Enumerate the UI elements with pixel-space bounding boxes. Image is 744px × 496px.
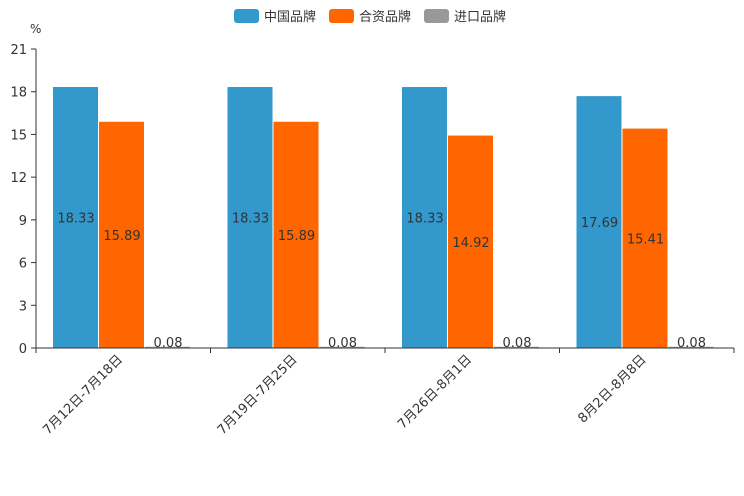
y-tick-label: 0 [19,342,27,357]
y-tick-label: 15 [10,128,27,143]
bar-value-label: 0.08 [677,336,706,351]
x-category-label: 7月12日-7月18日 [40,352,126,438]
legend-swatch [234,9,259,23]
bar [145,346,190,348]
bar-value-label: 15.89 [278,229,315,244]
bar [576,96,622,348]
x-category-label: 8月2日-8月8日 [575,352,649,426]
bar [402,87,447,348]
y-tick-label: 18 [10,86,27,101]
bar [668,346,714,348]
x-axis: 7月12日-7月18日 7月19日-7月25日 7月26日-8月1日 8月2日-8月8… [35,347,735,438]
bar-value-label: 18.33 [57,212,94,227]
legend-swatch [329,9,354,23]
y-tick-label: 9 [19,214,27,229]
bar-value-label: 15.41 [627,232,664,247]
bar-value-label: 17.69 [581,216,618,231]
y-tick-label: 21 [10,43,27,58]
legend: 中国品牌 合资品牌 进口品牌 [234,9,506,25]
x-category-label: 7月19日-7月25日 [215,352,301,438]
bars: 18.33 18.33 18.33 17.69 15.89 15.89 14.92 15.41… [53,87,714,351]
bar [319,346,365,348]
bar [227,87,273,348]
bar [273,121,319,348]
bar-value-label: 0.08 [154,336,183,351]
bar [494,346,539,348]
bar [99,121,144,348]
legend-label: 进口品牌 [454,9,506,25]
y-tick-label: 3 [19,299,27,314]
y-axis-unit-label: % [30,22,41,36]
bar-value-label: 14.92 [452,236,489,251]
bar [448,135,493,348]
bar-value-label: 18.33 [232,212,269,227]
bar-value-label: 0.08 [328,336,357,351]
bar [53,87,98,348]
bar-value-label: 0.08 [503,336,532,351]
y-tick-label: 6 [19,257,27,272]
y-tick-label: 12 [10,171,27,186]
legend-swatch [424,9,449,23]
legend-label: 合资品牌 [359,9,411,25]
bar [622,128,668,348]
bar-value-label: 15.89 [103,229,140,244]
x-category-label: 7月26日-8月1日 [395,352,475,432]
y-axis: 0 3 6 9 12 15 18 21 [10,43,37,357]
legend-label: 中国品牌 [264,9,316,25]
bar-value-label: 18.33 [406,212,443,227]
